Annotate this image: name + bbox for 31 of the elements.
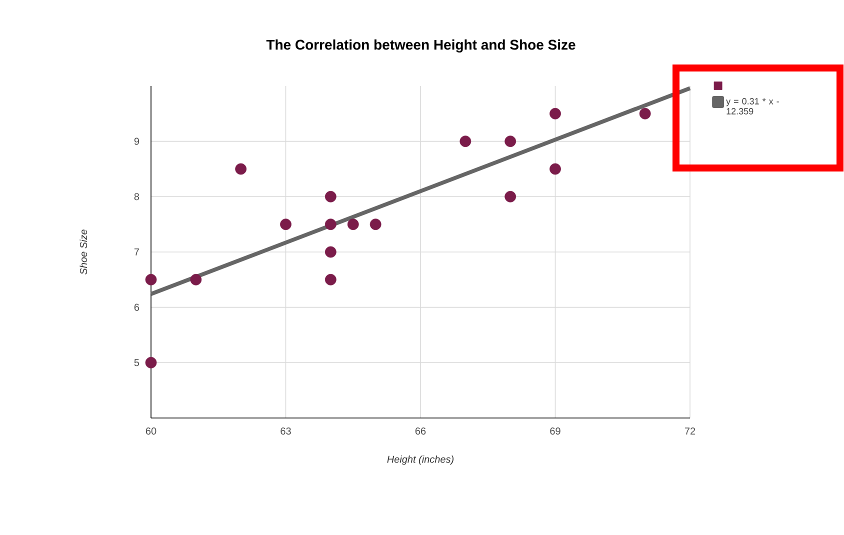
point bbox=[324, 274, 336, 286]
point bbox=[190, 274, 202, 286]
point bbox=[550, 108, 561, 120]
y-tick-label: 5 bbox=[134, 359, 140, 366]
point bbox=[460, 136, 472, 148]
point bbox=[324, 246, 336, 258]
y-tick-label: 6 bbox=[134, 304, 140, 311]
x-tick-label: 66 bbox=[415, 428, 426, 435]
point bbox=[504, 136, 516, 148]
y-axis-title: Shoe Size bbox=[80, 230, 88, 274]
point bbox=[235, 163, 247, 175]
x-tick-label: 60 bbox=[146, 428, 156, 435]
legend-label: y = 0.31 * x - 12.359 bbox=[726, 98, 779, 114]
point bbox=[347, 218, 359, 230]
point bbox=[324, 190, 336, 202]
y-tick-label: 9 bbox=[134, 138, 140, 145]
x-axis-title: Height (inches) bbox=[387, 455, 454, 465]
point bbox=[280, 218, 292, 230]
x-tick-label: 63 bbox=[280, 428, 291, 435]
point bbox=[145, 274, 157, 286]
y-tick-label: 7 bbox=[134, 248, 139, 256]
point bbox=[145, 356, 157, 368]
x-tick-label: 69 bbox=[550, 428, 560, 435]
point bbox=[324, 218, 336, 230]
point bbox=[550, 163, 561, 175]
point bbox=[370, 218, 382, 230]
x-tick-label: 72 bbox=[684, 428, 696, 434]
y-tick-label: 8 bbox=[134, 193, 140, 200]
point bbox=[639, 108, 651, 120]
point bbox=[504, 190, 516, 202]
chart-title: The Correlation between Height and Shoe Size bbox=[266, 39, 576, 53]
